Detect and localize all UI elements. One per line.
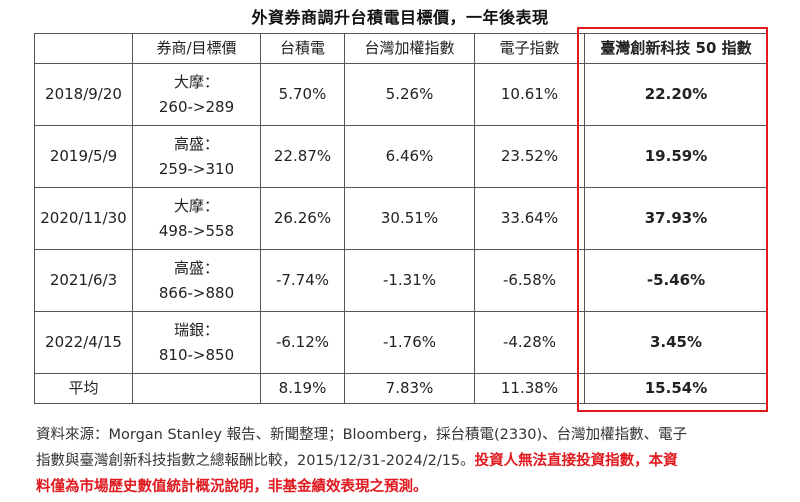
table-row: 2022/4/15 瑞銀： 810->850 -6.12% -1.76% -4.… [34,311,768,374]
target-price: 498->558 [158,221,235,240]
date-cell: 2018/9/20 [34,63,133,126]
taiex-cell: 6.46% [344,125,475,188]
broker-name: 瑞銀： [173,320,219,339]
header-cell-innovation-50: 臺灣創新科技 50 指數 [584,33,768,64]
disclaimer-part-1: 投資人無法直接投資指數，本資 [474,453,678,469]
electronics-cell: 23.52% [474,125,585,188]
broker-target-cell: 高盛： 259->310 [132,125,261,188]
taiex-cell: 7.83% [344,373,475,404]
target-price: 259->310 [158,159,235,178]
source-footnote: 資料來源：Morgan Stanley 報告、新聞整理；Bloomberg，採台… [36,422,776,500]
electronics-cell: 10.61% [474,63,585,126]
target-price: 866->880 [158,283,235,302]
table-row: 2020/11/30 大摩： 498->558 26.26% 30.51% 33… [34,187,768,250]
electronics-cell: 11.38% [474,373,585,404]
header-cell-electronics: 電子指數 [474,33,585,64]
date-cell: 2019/5/9 [34,125,133,188]
broker-target-cell [132,373,261,404]
innovation-50-cell: 22.20% [584,63,768,126]
header-cell-date [34,33,133,64]
footnote-line-2: 指數與臺灣創新科技指數之總報酬比較，2015/12/31-2024/2/15。投… [36,448,776,474]
broker-name: 高盛： [173,258,219,277]
taiex-cell: 5.26% [344,63,475,126]
electronics-cell: 33.64% [474,187,585,250]
header-cell-taiex: 台灣加權指數 [344,33,475,64]
broker-name: 高盛： [173,134,219,153]
footnote-source-range: 指數與臺灣創新科技指數之總報酬比較，2015/12/31-2024/2/15。 [36,453,475,469]
broker-name: 大摩： [173,72,219,91]
footnote-line-1: 資料來源：Morgan Stanley 報告、新聞整理；Bloomberg，採台… [36,427,688,443]
average-row: 平均 8.19% 7.83% 11.38% 15.54% [34,373,768,404]
header-cell-tsmc: 台積電 [260,33,345,64]
header-cell-broker-target: 券商/目標價 [132,33,261,64]
date-cell: 2022/4/15 [34,311,133,374]
date-cell: 2021/6/3 [34,249,133,312]
average-label: 平均 [34,373,133,404]
table-row: 2018/9/20 大摩： 260->289 5.70% 5.26% 10.61… [34,63,768,126]
taiex-cell: 30.51% [344,187,475,250]
electronics-cell: -6.58% [474,249,585,312]
date-cell: 2020/11/30 [34,187,133,250]
target-price: 810->850 [158,345,235,364]
broker-target-cell: 高盛： 866->880 [132,249,261,312]
disclaimer-part-2: 料僅為市場歷史數值統計概況說明，非基金績效表現之預測。 [36,479,428,495]
table-row: 2021/6/3 高盛： 866->880 -7.74% -1.31% -6.5… [34,249,768,312]
innovation-50-cell: 19.59% [584,125,768,188]
tsmc-cell: 8.19% [260,373,345,404]
broker-target-cell: 大摩： 498->558 [132,187,261,250]
tsmc-cell: 5.70% [260,63,345,126]
taiex-cell: -1.76% [344,311,475,374]
taiex-cell: -1.31% [344,249,475,312]
table-title: 外資券商調升台積電目標價，一年後表現 [251,8,549,27]
broker-name: 大摩： [173,196,219,215]
tsmc-cell: -6.12% [260,311,345,374]
innovation-50-cell: 3.45% [584,311,768,374]
tsmc-cell: 22.87% [260,125,345,188]
comparison-table: 券商/目標價 台積電 台灣加權指數 電子指數 臺灣創新科技 50 指數 2018… [34,33,768,404]
tsmc-cell: -7.74% [260,249,345,312]
innovation-50-cell: -5.46% [584,249,768,312]
target-price: 260->289 [158,97,235,116]
innovation-50-cell: 37.93% [584,187,768,250]
broker-target-cell: 大摩： 260->289 [132,63,261,126]
broker-target-cell: 瑞銀： 810->850 [132,311,261,374]
electronics-cell: -4.28% [474,311,585,374]
tsmc-cell: 26.26% [260,187,345,250]
header-row: 券商/目標價 台積電 台灣加權指數 電子指數 臺灣創新科技 50 指數 [34,33,768,64]
innovation-50-cell: 15.54% [584,373,768,404]
table-row: 2019/5/9 高盛： 259->310 22.87% 6.46% 23.52… [34,125,768,188]
